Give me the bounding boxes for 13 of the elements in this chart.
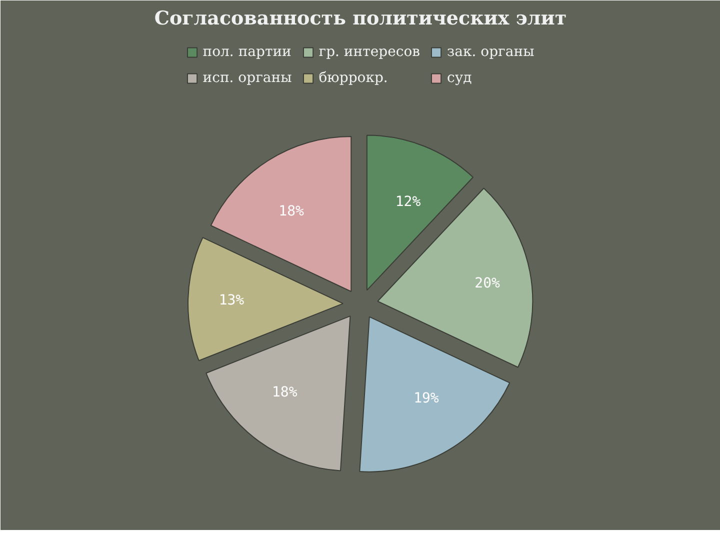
data-label: 20% bbox=[474, 275, 501, 292]
legend-label: пол. партии bbox=[202, 44, 292, 60]
data-label: 13% bbox=[218, 292, 245, 309]
legend-label: гр. интересов bbox=[318, 44, 420, 60]
legend-label: исп. органы bbox=[202, 70, 292, 86]
legend-label: зак. органы bbox=[447, 44, 534, 60]
data-label: 12% bbox=[395, 194, 422, 210]
legend-label: бюррокр. bbox=[318, 70, 388, 86]
chart-title: Согласованность политических элит bbox=[154, 8, 567, 30]
legend-label: суд bbox=[447, 70, 472, 86]
data-label: 18% bbox=[278, 203, 305, 220]
data-label: 19% bbox=[414, 390, 440, 406]
data-label: 18% bbox=[272, 384, 298, 401]
